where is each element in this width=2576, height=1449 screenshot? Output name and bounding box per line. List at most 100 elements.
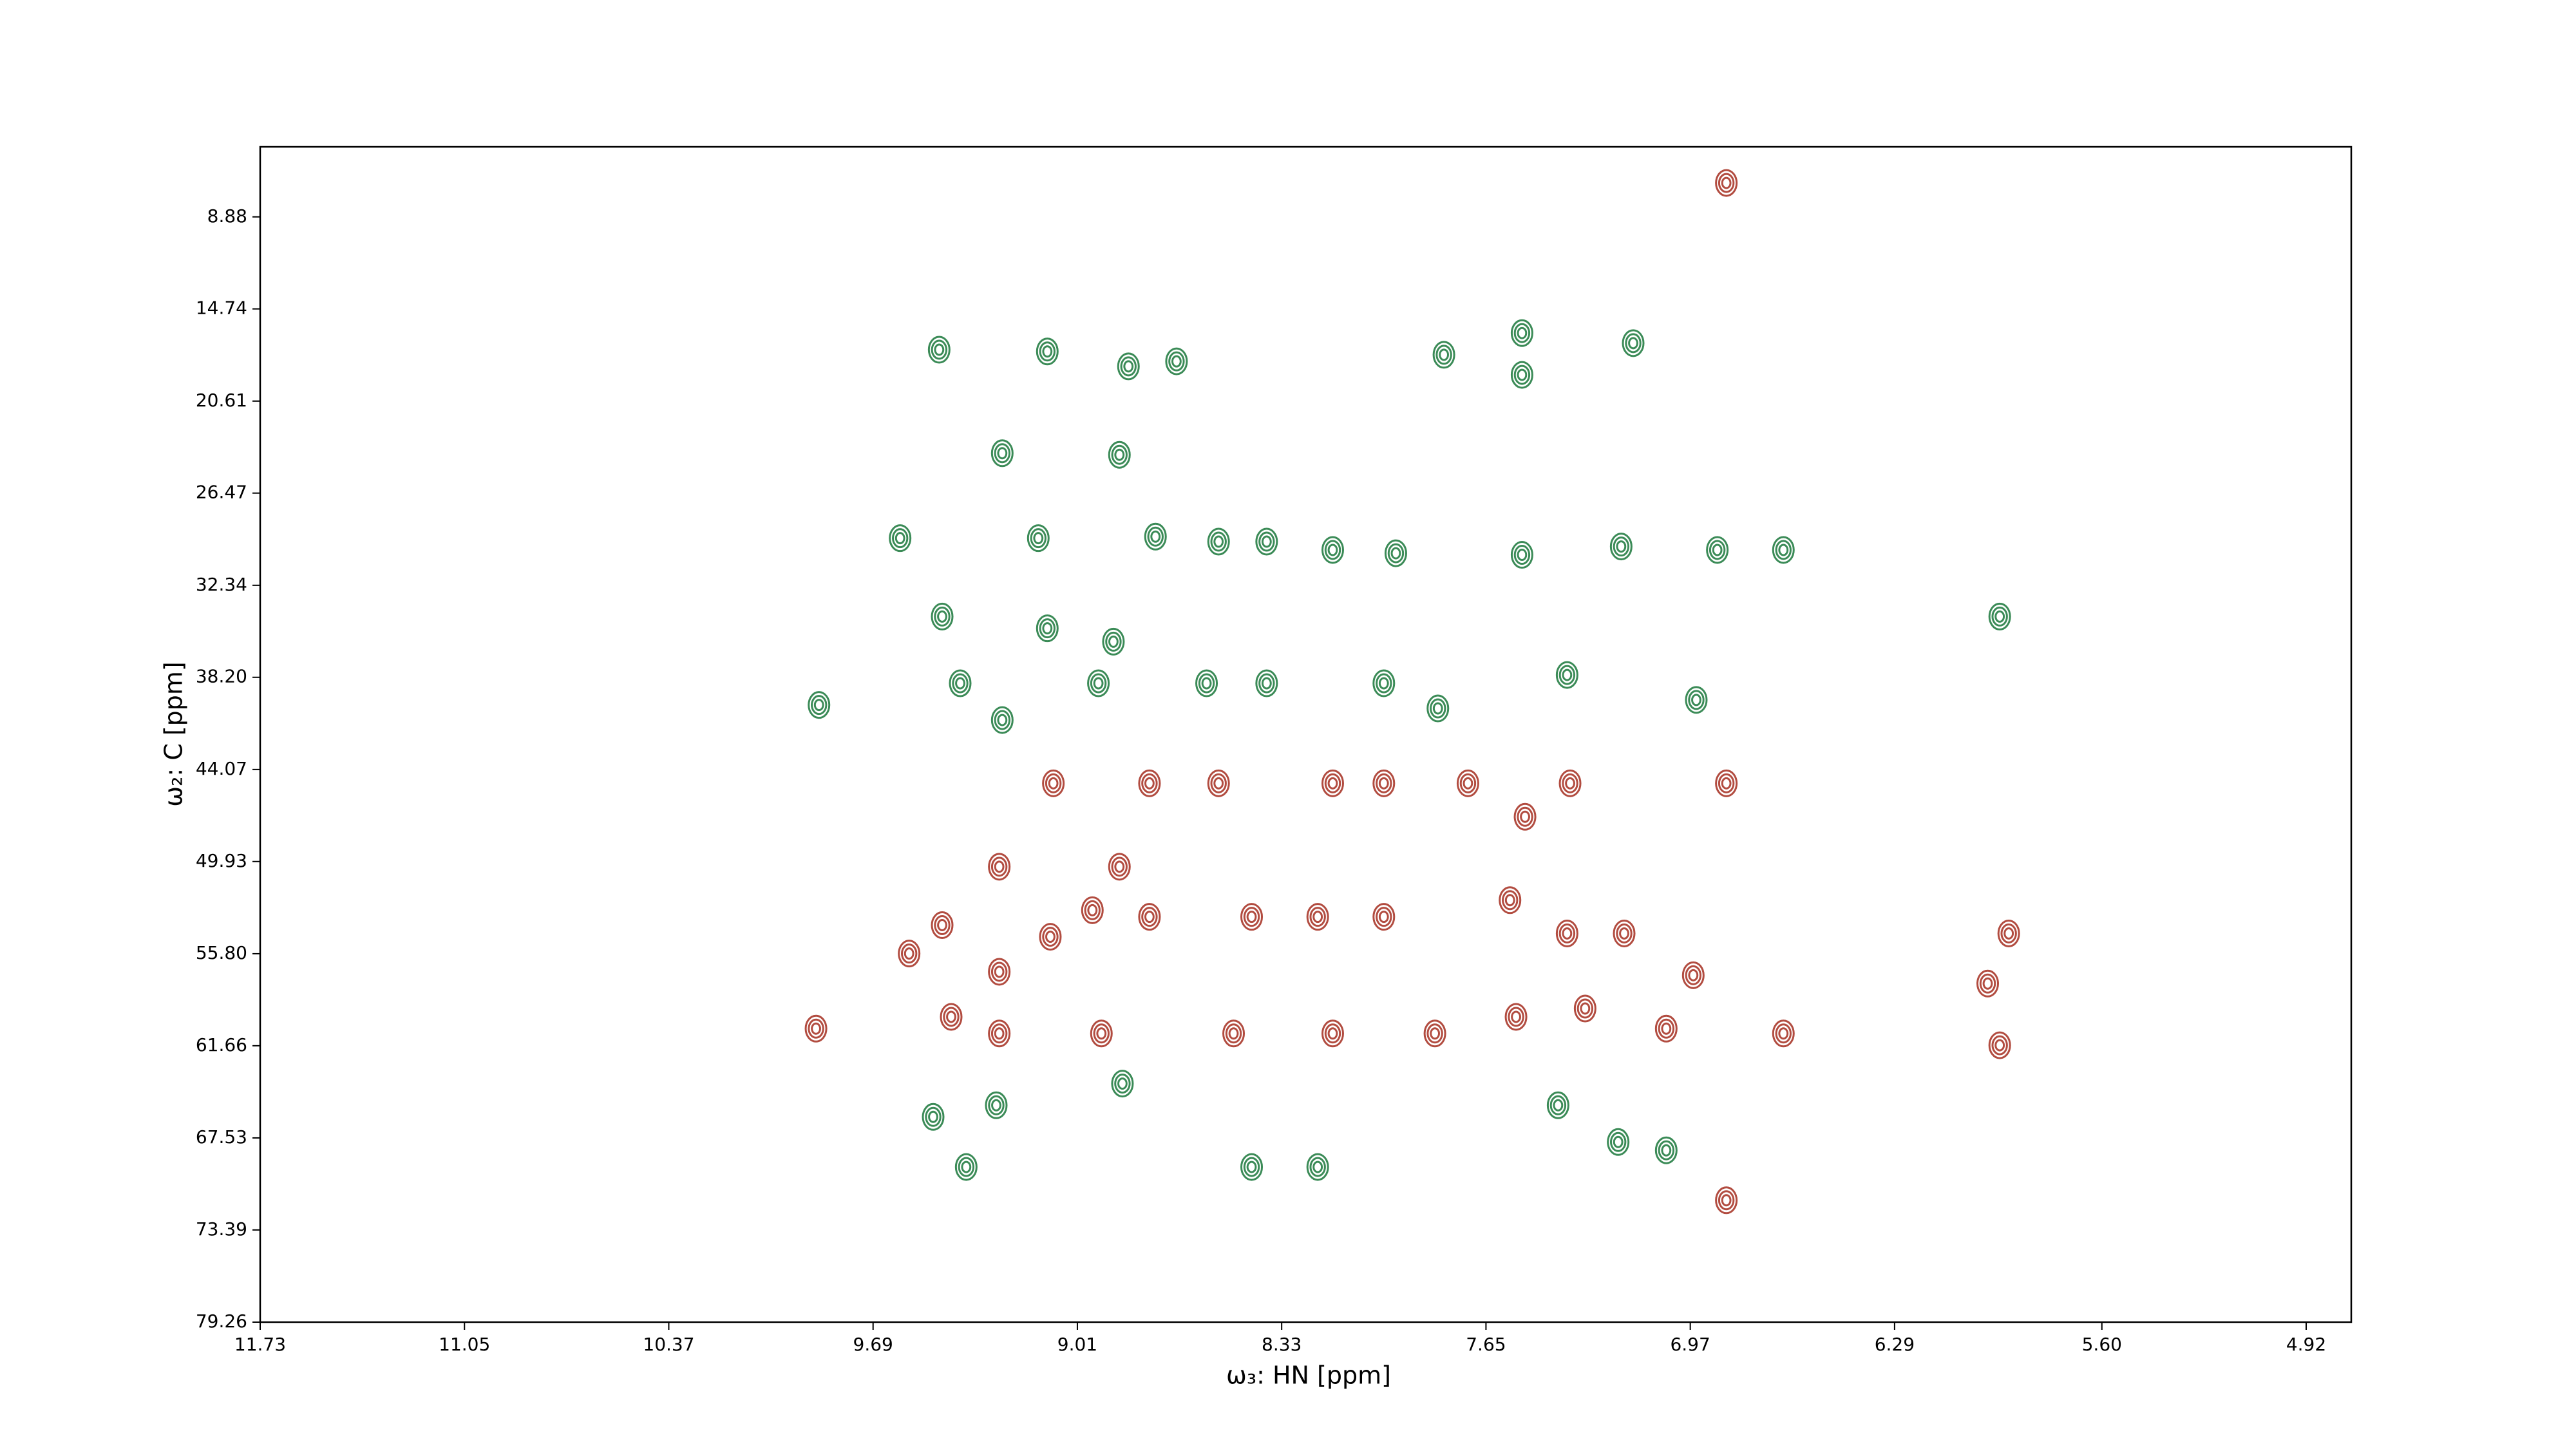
contour-ring (990, 1023, 1008, 1044)
contour-ring (808, 1018, 824, 1039)
contour-ring (1616, 923, 1633, 943)
contour-ring (1144, 522, 1167, 551)
contour-ring (1982, 977, 1993, 990)
contour-ring (1141, 773, 1158, 793)
contour-ring (1255, 527, 1278, 556)
contour-ring (1517, 368, 1528, 381)
contour-ring (1715, 169, 1738, 197)
contour-ring (1309, 1157, 1326, 1177)
contour-ring (1558, 769, 1582, 797)
contour-ring (928, 1110, 938, 1123)
contour-ring (1306, 903, 1329, 931)
contour-ring (1105, 631, 1122, 652)
peak (1555, 661, 1578, 689)
contour-ring (1243, 907, 1260, 927)
peak (1456, 769, 1479, 797)
contour-ring (1327, 544, 1338, 556)
peak (1715, 769, 1738, 797)
contour-ring (1658, 1140, 1675, 1160)
contour-ring (1372, 669, 1396, 697)
contour-ring (1573, 994, 1596, 1023)
contour-ring (1141, 907, 1158, 927)
contour-ring (1039, 341, 1056, 362)
peak (1090, 1019, 1113, 1048)
peak (1195, 669, 1218, 697)
peak (1772, 1019, 1795, 1048)
contour-ring (1261, 677, 1272, 690)
contour-ring (994, 1027, 1005, 1040)
contour-ring (1685, 965, 1702, 985)
contour-ring (949, 669, 972, 697)
peak (1306, 903, 1329, 931)
contour-ring (1613, 536, 1630, 557)
contour-ring (1213, 535, 1224, 548)
peak (1654, 1014, 1678, 1043)
contour-ring (1549, 1095, 1567, 1115)
peak (927, 336, 951, 364)
contour-ring (1430, 698, 1446, 719)
contour-ring (895, 532, 905, 545)
contour-ring (961, 1160, 972, 1173)
contour-ring (991, 1099, 1001, 1112)
contour-ring (1558, 923, 1576, 943)
contour-ring (1039, 618, 1056, 639)
x-tick-label: 6.97 (1670, 1334, 1710, 1355)
peak (1372, 669, 1396, 697)
plot-area (260, 147, 2351, 1322)
peak (1558, 769, 1582, 797)
contour-ring (1463, 777, 1473, 790)
contour-ring (943, 1007, 960, 1027)
contour-ring (1376, 673, 1392, 694)
peak (808, 691, 831, 719)
contour-ring (1147, 526, 1164, 547)
contour-ring (1378, 911, 1389, 923)
contour-ring (1114, 448, 1125, 461)
contour-ring (1228, 1027, 1239, 1040)
peak (1165, 347, 1188, 375)
contour-ring (1772, 1019, 1795, 1048)
contour-ring (1201, 677, 1212, 690)
contour-ring (2003, 927, 2014, 940)
contour-ring (934, 915, 951, 936)
contour-ring (1435, 345, 1452, 365)
contour-ring (891, 528, 909, 549)
contour-ring (1033, 532, 1044, 545)
contour-ring (1997, 919, 2020, 947)
peak (1988, 1031, 2011, 1059)
contour-ring (1658, 1018, 1675, 1039)
y-tick-label: 14.74 (196, 298, 247, 319)
contour-ring (1117, 1077, 1128, 1090)
contour-ring (1258, 531, 1275, 552)
contour-ring (1213, 777, 1224, 790)
peak (1138, 769, 1161, 797)
contour-ring (1609, 1132, 1627, 1152)
peak (1426, 694, 1450, 723)
contour-ring (1376, 773, 1392, 793)
contour-ring (1321, 769, 1344, 797)
contour-ring (1562, 927, 1573, 940)
peak (1087, 669, 1110, 697)
contour-ring (1558, 665, 1576, 685)
contour-ring (1654, 1136, 1678, 1164)
contour-ring (1090, 673, 1107, 694)
contour-ring (1706, 536, 1729, 564)
contour-ring (1111, 1070, 1134, 1098)
peak (1102, 627, 1125, 656)
peak (1609, 533, 1633, 561)
contour-ring (1520, 810, 1530, 823)
contour-ring (808, 691, 831, 719)
peak (940, 1003, 963, 1031)
contour-ring (1715, 1186, 1738, 1215)
peak (1321, 769, 1344, 797)
contour-ring (1210, 531, 1227, 552)
contour-ring (1775, 1023, 1792, 1044)
contour-ring (1081, 896, 1104, 924)
contour-ring (1039, 923, 1062, 951)
peak (1613, 919, 1636, 947)
contour-ring (1111, 857, 1128, 877)
contour-ring (1222, 1019, 1245, 1048)
peak (1706, 536, 1729, 564)
contour-ring (1108, 853, 1131, 881)
contour-ring (1246, 1160, 1257, 1173)
contour-ring (1327, 1027, 1338, 1040)
